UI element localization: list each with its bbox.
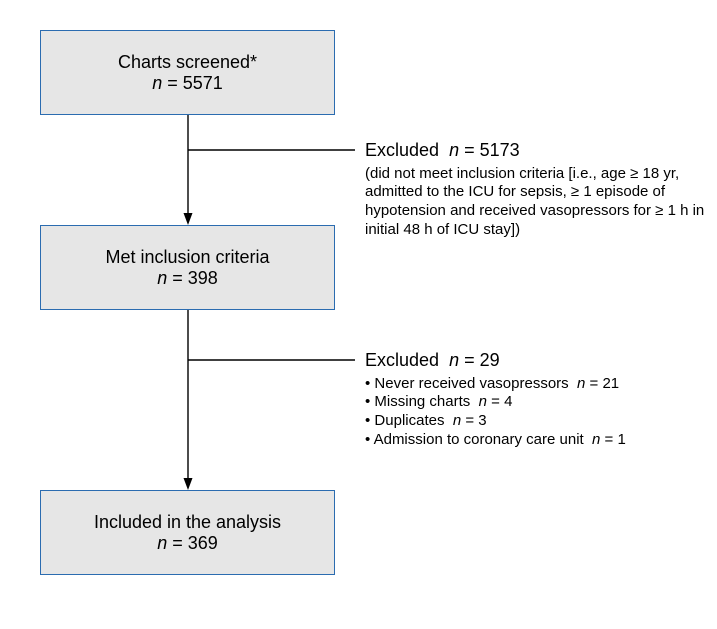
exclusion-1-title: Excluded n = 5173 [365, 139, 705, 162]
exclusion-2-bullets: Never received vasopressors n = 21Missin… [365, 375, 705, 450]
connector-met_to_included [0, 0, 717, 629]
exclusion-2-bullet: Missing charts n = 4 [365, 393, 705, 412]
exclusion-2-bullet: Duplicates n = 3 [365, 412, 705, 431]
exclusion-2: Excluded n = 29 Never received vasopresso… [365, 349, 705, 450]
exclusion-2-bullet: Admission to coronary care unit n = 1 [365, 431, 705, 450]
exclusion-1-detail: (did not meet inclusion criteria [i.e., … [365, 165, 705, 240]
exclusion-1: Excluded n = 5173 (did not meet inclusion… [365, 139, 705, 240]
exclusion-2-title: Excluded n = 29 [365, 349, 705, 372]
exclusion-2-bullet: Never received vasopressors n = 21 [365, 375, 705, 394]
